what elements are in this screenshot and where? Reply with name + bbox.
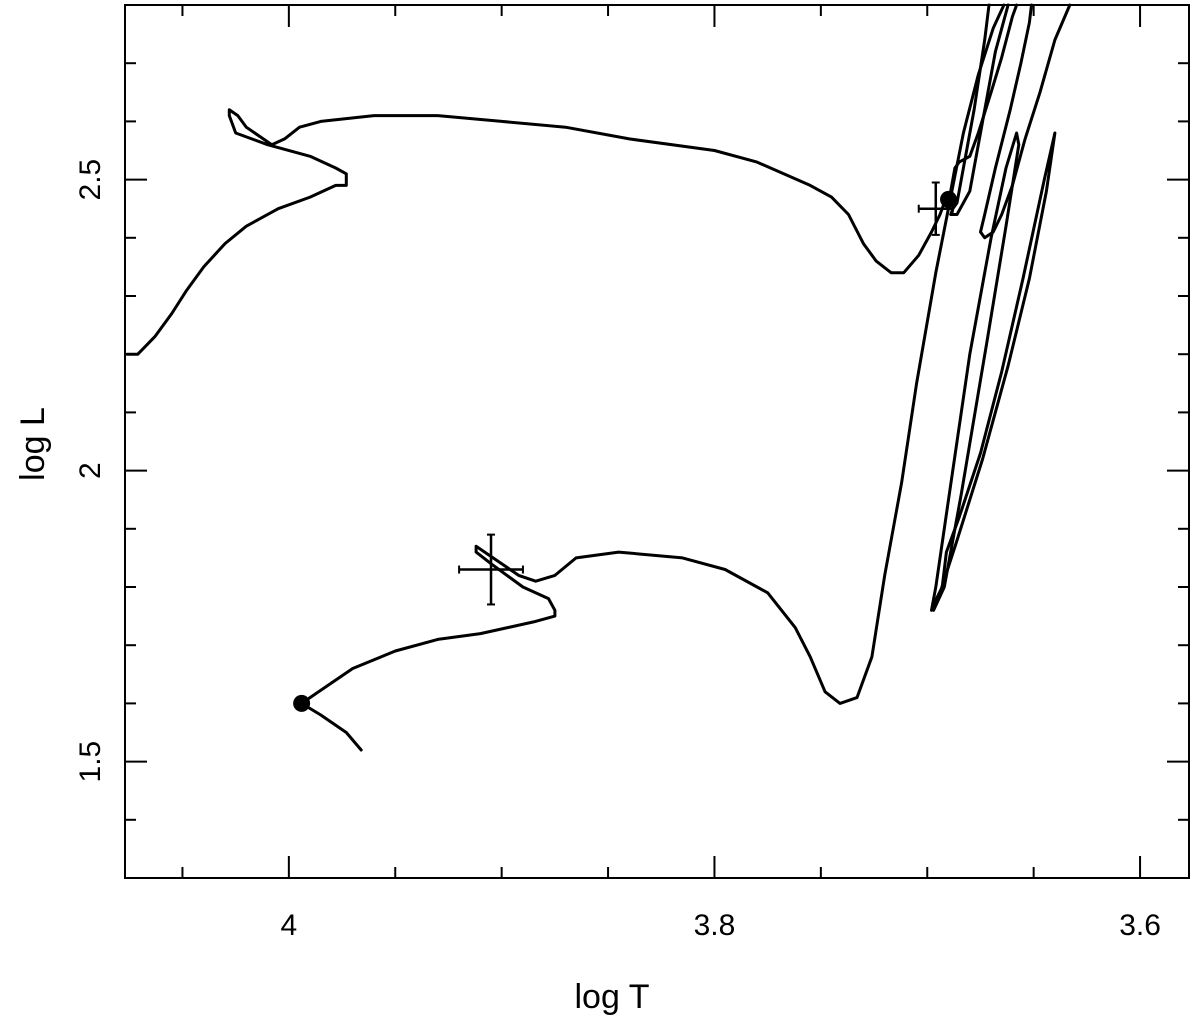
track-line (300, 3, 1006, 752)
y-tick-label: 1.5 (74, 741, 107, 783)
x-tick-label: 3.6 (1119, 909, 1161, 942)
star-marker (940, 190, 958, 208)
star-marker (293, 694, 311, 712)
error-bars (458, 181, 954, 606)
x-tick-label: 4 (281, 909, 298, 942)
track-line (949, 3, 1010, 216)
x-axis-label: log T (575, 978, 650, 1016)
plot-frame (124, 4, 1190, 879)
evolutionary-tracks (125, 3, 1072, 752)
track-line (932, 131, 1057, 606)
track-line (125, 3, 1019, 356)
y-tick-label: 2.5 (74, 159, 107, 201)
x-tick-label: 3.8 (694, 909, 736, 942)
y-axis-label: log L (14, 407, 52, 481)
y-tick-labels: 1.5 2 2.5 (74, 159, 107, 783)
axis-ticks (125, 5, 1189, 878)
star-markers (293, 190, 958, 712)
track-line (930, 131, 1021, 612)
y-tick-label: 2 (74, 462, 107, 479)
track-line (979, 3, 1072, 240)
x-tick-labels: 4 3.8 3.6 (281, 909, 1161, 942)
